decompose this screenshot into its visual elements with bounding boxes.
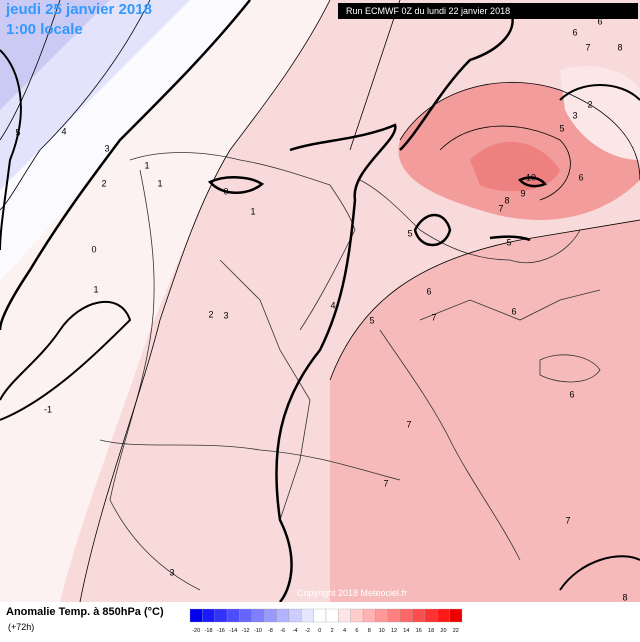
contour-label: 8 (617, 42, 622, 52)
colorbar-cell (338, 608, 351, 623)
contour-label: 8 (622, 592, 627, 602)
contour-label: 10 (526, 172, 536, 182)
colorbar-label: -16 (217, 628, 225, 634)
colorbar-label: 12 (391, 628, 397, 634)
colorbar-label: 18 (428, 628, 434, 634)
colorbar-cell (288, 608, 302, 623)
colorbar-cell (449, 608, 463, 623)
colorbar-label: 0 (318, 628, 321, 634)
contour-label: 7 (585, 42, 590, 52)
contour-label: 7 (383, 478, 388, 488)
colorbar-label: 14 (403, 628, 409, 634)
run-banner (338, 3, 638, 19)
contour-label: 6 (597, 16, 602, 26)
colorbar-label: -6 (280, 628, 285, 634)
contour-label: 2 (208, 309, 213, 319)
colorbar-cell (202, 608, 215, 623)
contour-label: 4 (61, 126, 66, 136)
colorbar-cell (301, 608, 314, 623)
contour-label: 5 (407, 228, 412, 238)
colorbar-cell (325, 608, 339, 623)
contour-label: -1 (44, 404, 52, 414)
contour-label: 3 (223, 310, 228, 320)
colorbar-cell (214, 608, 228, 623)
colorbar-label: 22 (453, 628, 459, 634)
contour-label: 6 (569, 389, 574, 399)
colorbar-label: 20 (440, 628, 446, 634)
colorbar-cell (276, 608, 290, 623)
local-time: 1:00 locale (6, 21, 83, 38)
isotherms (0, 0, 640, 603)
run-info: Run ECMWF 0Z du lundi 22 janvier 2018 (346, 6, 510, 16)
colorbar-cell (350, 608, 364, 623)
colorbar-label: -4 (293, 628, 298, 634)
contour-label: 8 (504, 195, 509, 205)
copyright: Copyright 2018 Meteociel.fr (297, 588, 407, 598)
colorbar-cell (264, 608, 277, 623)
contour-label: 5 (369, 315, 374, 325)
colorbar-label: -2 (305, 628, 310, 634)
contour-label: 3 (572, 110, 577, 120)
contour-label: 5 (506, 237, 511, 247)
colorbar-cell (400, 608, 413, 623)
contour-label: 2 (587, 99, 592, 109)
colorbar-label: 2 (331, 628, 334, 634)
contour-label: 7 (406, 419, 411, 429)
contour-label: 6 (572, 27, 577, 37)
colorbar-label: -12 (242, 628, 250, 634)
forecast-step: (+72h) (8, 622, 34, 632)
warm-zone (330, 220, 640, 602)
contour-label: 5 (559, 123, 564, 133)
colorbar-label: -14 (229, 628, 237, 634)
colorbar-cell (189, 608, 203, 623)
contour-label: 1 (250, 206, 255, 216)
colorbar-label: -8 (268, 628, 273, 634)
contour-label: 3 (169, 567, 174, 577)
colorbar-cell (437, 608, 450, 623)
colorbar-label: -10 (254, 628, 262, 634)
colorbar-label: -18 (205, 628, 213, 634)
colorbar-label: 16 (416, 628, 422, 634)
colorbar-cell (375, 608, 388, 623)
contour-label: 7 (565, 515, 570, 525)
colorbar-cell (424, 608, 438, 623)
contour-label: 6 (578, 172, 583, 182)
contour-label: 7 (498, 203, 503, 213)
blue-core (0, 0, 110, 110)
colorbar-cell (362, 608, 376, 623)
colorbar-label: 6 (355, 628, 358, 634)
contour-label: 1 (144, 160, 149, 170)
contour-label: 6 (511, 306, 516, 316)
cool-patch (560, 66, 640, 160)
contour-label: 5 (15, 127, 20, 137)
contour-label: 1 (157, 178, 162, 188)
contour-label: 6 (426, 286, 431, 296)
contour-label: 0 (91, 244, 96, 254)
field-title: Anomalie Temp. à 850hPa (°C) (6, 606, 164, 618)
colorbar-label: 8 (368, 628, 371, 634)
contour-label: 1 (93, 284, 98, 294)
valid-date: jeudi 25 janvier 2018 (5, 1, 152, 18)
colorbar-cell (412, 608, 426, 623)
contour-label: 2 (101, 178, 106, 188)
contour-label: 3 (104, 143, 109, 153)
colorbar-cell (313, 608, 327, 623)
colorbar: -20 -18 -16 -14 -12 -10 -8 -6 -4 -2 0 2 4 6 8 10 12 14 16 1… (189, 608, 463, 634)
colorbar-label: 10 (379, 628, 385, 634)
colorbar-label: -20 (192, 628, 200, 634)
colorbar-cell (226, 608, 240, 623)
colorbar-label: 4 (343, 628, 346, 634)
colorbar-cell (387, 608, 401, 623)
contour-label: 9 (520, 188, 525, 198)
contour-label: 4 (330, 300, 335, 310)
contour-label: 7 (431, 312, 436, 322)
colorbar-cell (239, 608, 252, 623)
colorbar-cell (251, 608, 265, 623)
contour-label: 0 (223, 186, 228, 196)
